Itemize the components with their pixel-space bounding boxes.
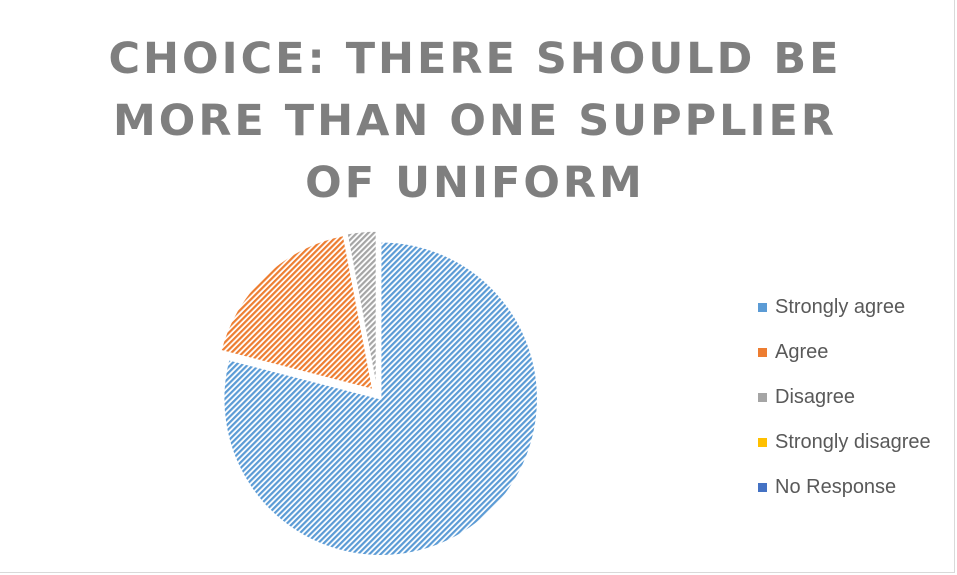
pie-slice-agree [219,234,374,391]
legend-label: No Response [775,476,897,498]
legend-label: Disagree [775,386,856,408]
legend-swatch [758,483,767,492]
legend-item-no-response: No Response [758,465,931,510]
pie-slice-disagree [346,230,378,389]
legend-swatch [758,393,767,402]
legend-item-strongly-disagree: Strongly disagree [758,420,931,465]
legend-label: Strongly disagree [775,431,931,453]
pie-slice-strongly-agree [222,240,539,557]
chart-title: CHOICE: THERE SHOULD BE MORE THAN ONE SU… [108,34,842,208]
legend-swatch [758,303,767,312]
legend-item-disagree: Disagree [758,375,931,420]
legend-swatch [758,348,767,357]
legend-item-strongly-agree: Strongly agree [758,285,931,330]
legend-label: Strongly agree [775,296,906,318]
legend-swatch [758,438,767,447]
legend-label: Agree [775,341,829,363]
legend: Strongly agree Agree Disagree Strongly d… [758,285,931,510]
legend-item-agree: Agree [758,330,931,375]
